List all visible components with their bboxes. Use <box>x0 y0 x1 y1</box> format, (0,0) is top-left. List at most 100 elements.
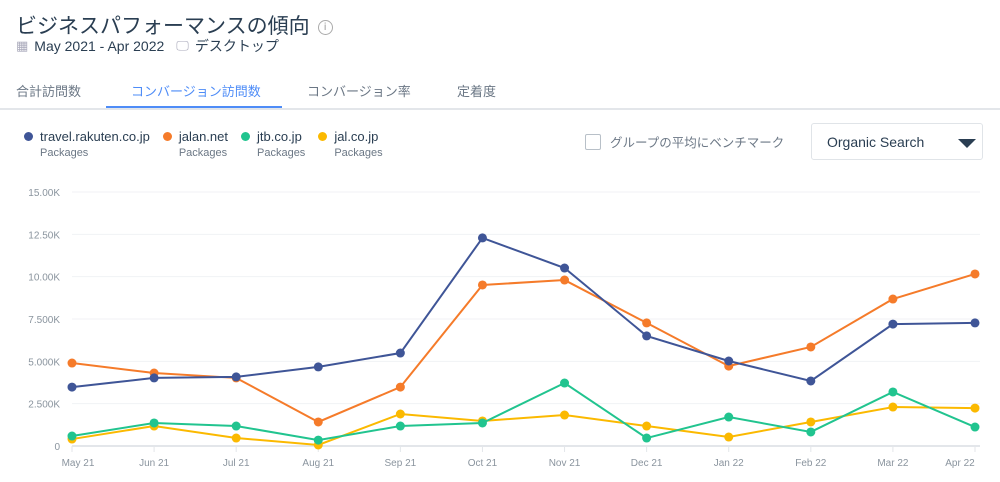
date-range[interactable]: May 2021 - Apr 2022 <box>34 38 165 54</box>
tab-total-visits[interactable]: 合計訪問数 <box>16 85 82 100</box>
legend-item[interactable]: jtb.co.jp Packages <box>241 129 305 159</box>
legend-name: jtb.co.jp <box>257 129 302 144</box>
x-tick-label: Jul 21 <box>223 458 250 469</box>
channel-value: Organic Search <box>827 134 925 150</box>
data-point <box>970 403 980 413</box>
data-point <box>477 418 487 428</box>
x-tick-label: Sep 21 <box>385 458 417 469</box>
series-line <box>71 236 976 389</box>
device-label[interactable]: デスクトップ <box>194 38 279 54</box>
channel-dropdown[interactable]: Organic Search <box>811 123 983 160</box>
x-tick-label: May 21 <box>62 458 95 469</box>
x-tick-label: Jan 22 <box>714 458 744 469</box>
info-icon[interactable]: i <box>317 19 333 35</box>
data-point <box>313 417 323 427</box>
benchmark-checkbox[interactable] <box>585 133 601 150</box>
legend-dot <box>24 132 33 141</box>
data-point <box>149 418 159 428</box>
legend-sub: Packages <box>178 147 228 159</box>
legend-item[interactable]: jalan.net Packages <box>162 129 228 159</box>
benchmark-toggle[interactable]: グループの平均にベンチマーク <box>585 132 784 151</box>
data-point <box>395 382 405 392</box>
data-point <box>477 280 487 290</box>
data-point <box>888 402 898 412</box>
data-point <box>642 433 652 443</box>
data-point <box>313 435 323 445</box>
x-tick-label: Nov 21 <box>549 458 581 469</box>
legend-item[interactable]: jal.co.jp Packages <box>318 129 383 159</box>
legend-name: travel.rakuten.co.jp <box>40 129 150 144</box>
chart-legend: travel.rakuten.co.jp Packages jalan.net Pac… <box>24 129 396 159</box>
series-line <box>71 381 976 442</box>
legend-item[interactable]: travel.rakuten.co.jp Packages <box>24 129 150 159</box>
legend-name: jal.co.jp <box>334 129 379 144</box>
active-tab-indicator <box>106 106 282 108</box>
data-point <box>642 318 652 328</box>
series-line <box>71 273 976 424</box>
data-point <box>560 378 570 388</box>
legend-dot <box>318 132 328 141</box>
legend-name: jalan.net <box>178 129 228 144</box>
x-tick-label: Oct 21 <box>468 458 498 469</box>
data-point <box>970 318 980 328</box>
legend-sub: Packages <box>257 147 306 159</box>
data-point <box>477 233 487 243</box>
data-point <box>67 358 77 368</box>
data-point <box>560 275 570 285</box>
legend-sub: Packages <box>334 147 383 159</box>
data-point <box>724 412 734 422</box>
chevron-down-icon <box>958 139 976 148</box>
data-point <box>231 372 241 382</box>
desktop-icon: 🖵 <box>176 38 189 53</box>
y-tick-label: 15.00K <box>28 188 60 199</box>
x-tick-label: Apr 22 <box>945 458 975 469</box>
x-tick-label: Feb 22 <box>795 458 827 469</box>
data-point <box>970 269 980 279</box>
data-point <box>313 362 323 372</box>
benchmark-label: グループの平均にベンチマーク <box>610 135 785 150</box>
data-point <box>806 427 816 437</box>
x-tick-label: Dec 21 <box>631 458 663 469</box>
calendar-icon: ▦ <box>16 38 29 53</box>
y-tick-label: 10.00K <box>28 273 60 284</box>
subtitle: ▦ May 2021 - Apr 2022 🖵 デスクトップ <box>16 36 279 56</box>
tab-conversion-rate[interactable]: コンバージョン率 <box>307 85 411 100</box>
data-point <box>806 417 816 427</box>
y-tick-label: 12.50K <box>28 230 60 241</box>
tab-engagement[interactable]: 定着度 <box>457 85 497 100</box>
data-point <box>888 387 898 397</box>
x-tick-label: Aug 21 <box>302 458 334 469</box>
tab-conversion-visits[interactable]: コンバージョン訪問数 <box>131 85 261 100</box>
data-point <box>806 376 816 386</box>
tab-bar: 合計訪問数 コンバージョン訪問数 コンバージョン率 定着度 <box>0 72 1000 110</box>
y-tick-label: 7.500K <box>28 315 60 326</box>
y-tick-label: 0 <box>54 442 60 453</box>
legend-dot <box>162 132 172 141</box>
data-point <box>724 356 734 366</box>
data-point <box>231 421 241 431</box>
data-point <box>806 342 816 352</box>
page-title: ビジネスパフォーマンスの傾向 i <box>16 10 333 40</box>
data-point <box>970 422 980 432</box>
data-point <box>724 432 734 442</box>
y-tick-label: 2.500K <box>28 400 60 411</box>
data-point <box>231 433 241 443</box>
data-point <box>888 294 898 304</box>
data-point <box>560 263 570 273</box>
data-point <box>67 431 77 441</box>
legend-dot <box>241 132 250 141</box>
data-point <box>395 421 405 431</box>
data-point <box>642 421 652 431</box>
data-point <box>67 382 77 392</box>
data-point <box>888 319 898 329</box>
title-text: ビジネスパフォーマンスの傾向 <box>16 14 310 38</box>
x-tick-label: Mar 22 <box>877 458 909 469</box>
data-point <box>642 331 652 341</box>
data-point <box>395 409 405 419</box>
series-line <box>71 406 976 446</box>
legend-sub: Packages <box>40 147 89 159</box>
x-tick-label: Jun 21 <box>139 458 169 469</box>
y-tick-label: 5.000K <box>28 357 60 368</box>
data-point <box>395 348 405 358</box>
